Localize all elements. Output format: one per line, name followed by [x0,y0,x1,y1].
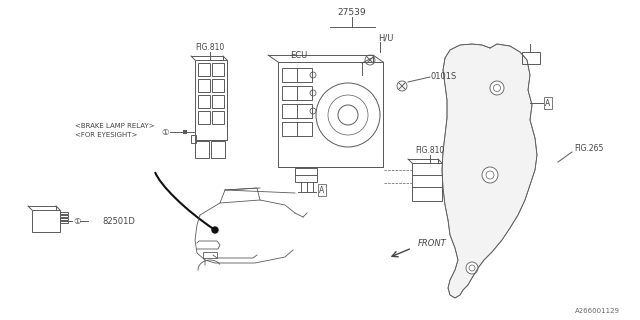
Bar [282,86,312,100]
Bar [60,215,68,217]
Text: A: A [545,99,550,108]
Bar [198,63,210,76]
Bar [212,111,224,124]
Text: A266001129: A266001129 [575,308,620,314]
Circle shape [482,167,498,183]
Text: 0101S: 0101S [430,71,456,81]
Bar [60,218,68,220]
Circle shape [490,81,504,95]
Text: ①: ① [73,217,81,226]
Bar [195,60,227,140]
Circle shape [212,227,218,233]
Bar [191,135,196,143]
Bar [183,130,187,134]
Bar [522,52,540,64]
Circle shape [466,262,478,274]
Bar [295,168,317,182]
Text: A: A [319,186,324,195]
Bar [203,252,217,258]
Text: FIG.810: FIG.810 [195,43,225,52]
Text: FIG.810: FIG.810 [415,146,445,155]
Text: FRONT: FRONT [418,239,447,249]
Bar [198,79,210,92]
Text: 27539: 27539 [338,7,366,17]
Text: H/U: H/U [378,34,394,43]
Text: FIG.265: FIG.265 [574,143,604,153]
Bar [212,63,224,76]
Text: ①: ① [161,127,169,137]
Bar [212,95,224,108]
Bar [60,221,68,223]
Bar [198,95,210,108]
Bar [32,210,60,232]
Text: ECU: ECU [290,51,307,60]
Bar [282,68,312,82]
Bar [195,141,209,158]
Polygon shape [442,44,537,298]
Bar [212,79,224,92]
Text: <BRAKE LAMP RELAY>: <BRAKE LAMP RELAY> [75,123,155,129]
Bar [412,163,442,201]
Bar [282,122,312,136]
Bar [198,111,210,124]
Bar [60,212,68,214]
Bar [278,62,383,167]
Text: <FOR EYESIGHT>: <FOR EYESIGHT> [75,132,138,138]
Text: 82501D: 82501D [102,217,135,226]
Bar [211,141,225,158]
Bar [282,104,312,118]
